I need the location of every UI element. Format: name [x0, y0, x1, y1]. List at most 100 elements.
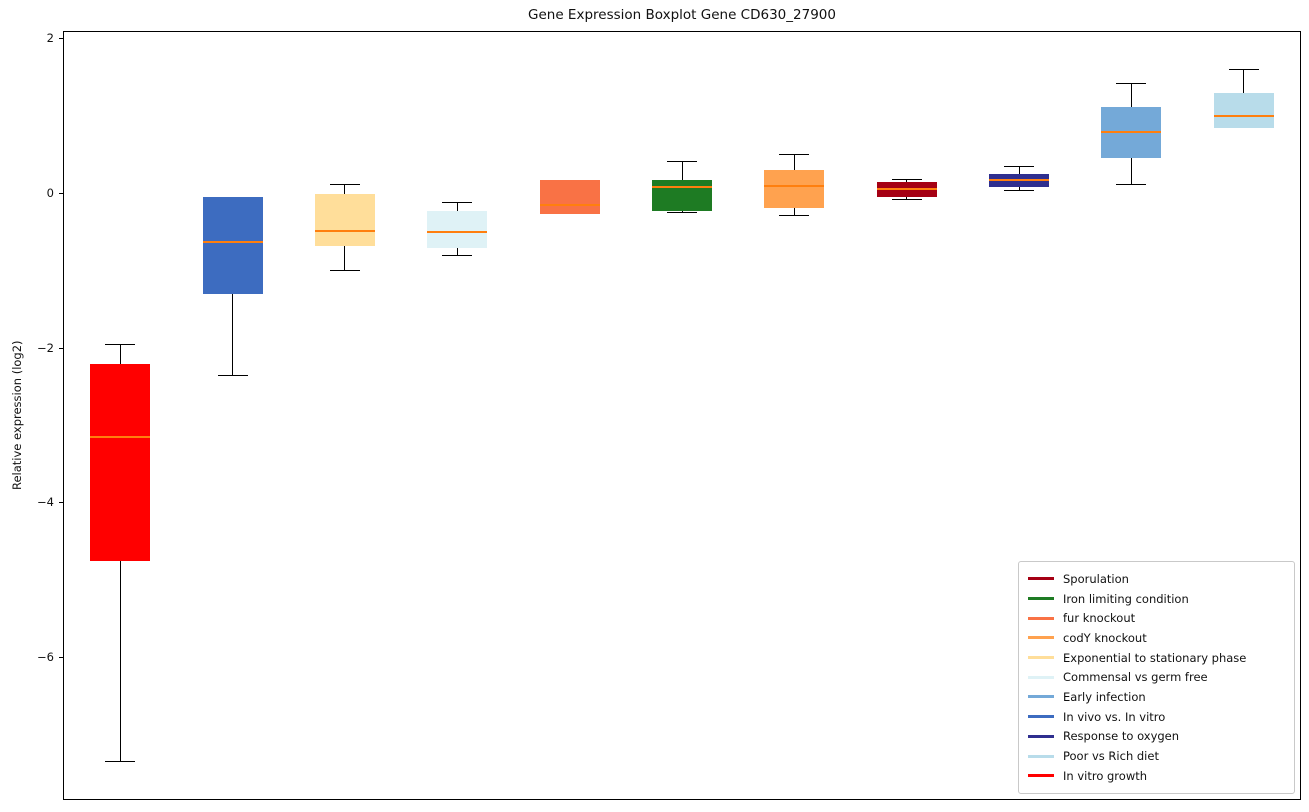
legend-label: Commensal vs germ free — [1063, 670, 1208, 685]
whisker-line-bottom — [681, 210, 683, 213]
legend-color-line — [1028, 656, 1054, 660]
whisker-line-top — [681, 161, 683, 181]
box-rect — [427, 210, 488, 248]
box-rect — [1213, 93, 1274, 128]
whisker-line-top — [1130, 83, 1132, 107]
whisker-line-bottom — [232, 294, 234, 376]
legend-item-response-to-oxygen: Response to oxygen — [1028, 727, 1285, 747]
whisker-cap-top — [1004, 166, 1035, 168]
whisker-line-top — [456, 202, 458, 211]
legend-label: Exponential to stationary phase — [1063, 650, 1247, 665]
whisker-cap-bottom — [105, 761, 136, 763]
whisker-cap-bottom — [217, 374, 248, 376]
median-line — [652, 186, 712, 189]
legend-color-line — [1028, 597, 1054, 601]
boxplot-early-infection — [64, 32, 1300, 799]
whisker-line-bottom — [344, 246, 346, 271]
legend-item-early-infection: Early infection — [1028, 687, 1285, 707]
whisker-line-bottom — [1018, 187, 1020, 191]
median-line — [876, 187, 937, 190]
whisker-line-bottom — [456, 247, 458, 256]
box-rect — [314, 193, 375, 247]
whisker-cap-top — [329, 183, 360, 185]
whisker-cap-bottom — [891, 199, 922, 201]
legend-label: In vivo vs. In vitro — [1063, 709, 1166, 724]
legend-color-line — [1028, 577, 1054, 581]
boxplot-poor-vs-rich-diet — [64, 32, 1300, 799]
whisker-cap-bottom — [442, 254, 473, 256]
median-line — [539, 204, 600, 207]
whisker-line-top — [119, 344, 121, 364]
whisker-cap-bottom — [779, 214, 810, 216]
median-line — [202, 240, 263, 243]
median-line — [989, 178, 1050, 181]
legend-label: codY knockout — [1063, 630, 1147, 645]
legend-color-line — [1028, 695, 1054, 699]
legend-color-line — [1028, 715, 1054, 719]
whisker-cap-top — [891, 179, 922, 181]
boxplot-in-vitro-growth — [64, 32, 1300, 799]
whisker-line-top — [793, 154, 795, 171]
whisker-cap-top — [1116, 83, 1147, 85]
legend-label: Poor vs Rich diet — [1063, 749, 1159, 764]
legend-label: Response to oxygen — [1063, 729, 1180, 744]
box-rect — [202, 197, 263, 295]
legend-label: Early infection — [1063, 689, 1146, 704]
legend-item-cody-knockout: codY knockout — [1028, 628, 1285, 648]
legend-label: Iron limiting condition — [1063, 591, 1189, 606]
legend-color-line — [1028, 616, 1054, 620]
whisker-cap-top — [442, 202, 473, 204]
median-line — [90, 436, 151, 439]
whisker-cap-bottom — [329, 270, 360, 272]
median-line — [1101, 130, 1162, 133]
boxes-layer — [64, 32, 1300, 799]
whisker-line-top — [1243, 69, 1245, 94]
legend-item-poor-vs-rich-diet: Poor vs Rich diet — [1028, 746, 1285, 766]
legend-item-sporulation: Sporulation — [1028, 569, 1285, 589]
median-line — [1213, 115, 1274, 118]
legend-color-line — [1028, 675, 1054, 679]
legend-label: In vitro growth — [1063, 768, 1148, 783]
whisker-cap-bottom — [667, 212, 697, 214]
legend-label: Sporulation — [1063, 571, 1129, 586]
y-axis-label: Relative expression (log2) — [10, 340, 24, 491]
legend: Sporulation Iron limiting condition fur kn… — [1018, 561, 1295, 794]
legend-color-line — [1028, 774, 1054, 778]
boxplot-cody-knockout — [64, 32, 1300, 799]
boxplot-exponential-to-stationary-phase — [64, 32, 1300, 799]
whisker-cap-bottom — [1116, 183, 1147, 185]
whisker-cap-bottom — [1004, 190, 1035, 191]
whisker-line-bottom — [119, 560, 121, 762]
legend-item-in-vitro-growth: In vitro growth — [1028, 766, 1285, 786]
legend-item-fur-knockout: fur knockout — [1028, 608, 1285, 628]
whisker-cap-top — [667, 160, 697, 162]
box-rect — [989, 174, 1050, 188]
whisker-line-bottom — [793, 207, 795, 216]
whisker-cap-top — [779, 154, 810, 156]
boxplot-response-to-oxygen — [64, 32, 1300, 799]
legend-item-commensal-vs-germ-free: Commensal vs germ free — [1028, 667, 1285, 687]
boxplot-commensal-vs-germ-free — [64, 32, 1300, 799]
whisker-cap-top — [1228, 69, 1259, 71]
legend-color-line — [1028, 636, 1054, 640]
legend-item-in-vivo-vs-in-vitro: In vivo vs. In vitro — [1028, 707, 1285, 727]
whisker-line-top — [1018, 166, 1020, 175]
boxplot-in-vivo-vs-in-vitro — [64, 32, 1300, 799]
whisker-line-top — [906, 179, 908, 182]
box-rect — [90, 363, 151, 561]
median-line — [314, 229, 375, 232]
whisker-line-bottom — [906, 197, 908, 200]
box-rect — [764, 170, 825, 208]
box-rect — [539, 180, 600, 215]
whisker-cap-top — [105, 343, 136, 345]
median-line — [764, 184, 825, 187]
legend-item-iron-limiting-condition: Iron limiting condition — [1028, 589, 1285, 609]
boxplot-fur-knockout — [64, 32, 1300, 799]
legend-color-line — [1028, 754, 1054, 758]
box-rect — [652, 180, 712, 211]
boxplot-iron-limiting-condition — [64, 32, 1300, 799]
legend-color-line — [1028, 734, 1054, 738]
whisker-line-top — [344, 184, 346, 194]
whisker-line-bottom — [1130, 158, 1132, 185]
